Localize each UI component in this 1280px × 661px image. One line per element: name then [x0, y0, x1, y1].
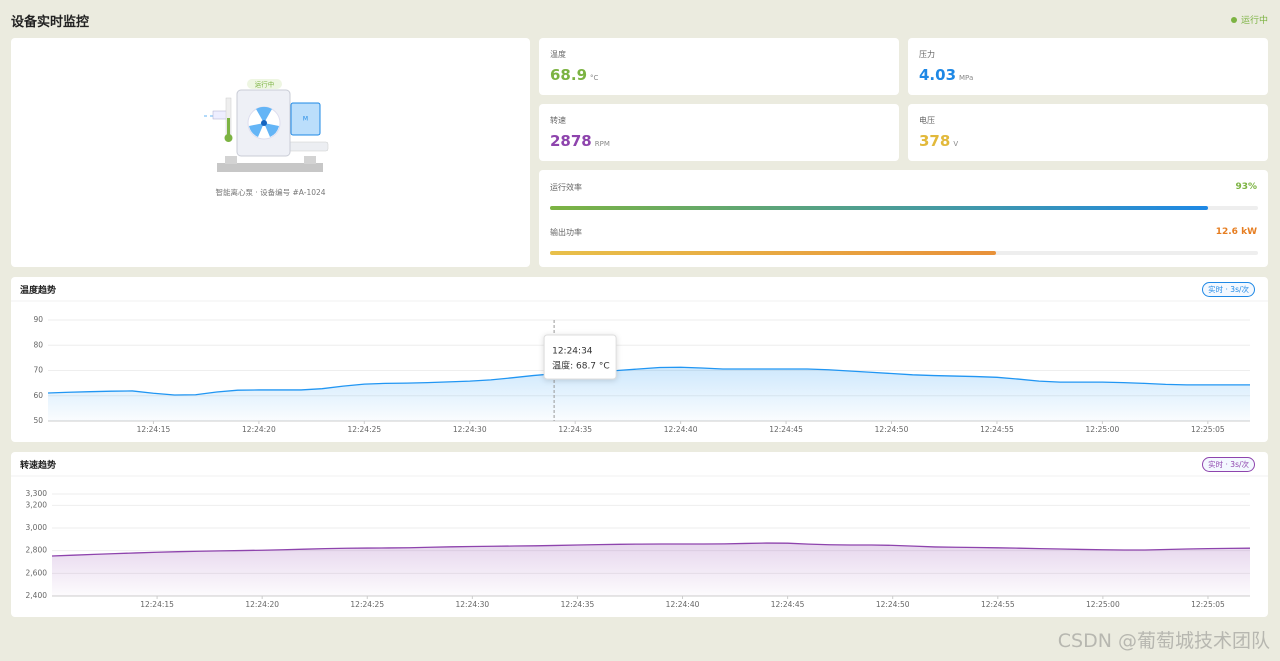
- device-badge: 运行中: [255, 80, 275, 89]
- foot: [304, 156, 316, 164]
- x-tick-label: 12:24:30: [453, 425, 487, 434]
- x-tick-label: 12:24:15: [137, 425, 171, 434]
- metric-value-row: 68.9 °C: [550, 65, 598, 84]
- y-tick-label: 3,000: [26, 523, 48, 532]
- y-tick-label: 2,600: [26, 568, 48, 577]
- progress-value-row: 12.6 kW: [1216, 227, 1257, 237]
- y-tick-label: 50: [33, 416, 43, 425]
- gauge-bulb: [224, 134, 233, 142]
- motor-label: M: [303, 116, 308, 123]
- x-tick-label: 12:24:30: [456, 600, 490, 609]
- metric-value-row: 378 V: [919, 131, 958, 150]
- motor: [290, 102, 321, 136]
- x-tick-label: 12:25:05: [1191, 600, 1225, 609]
- gauge-fill: [227, 118, 230, 138]
- y-tick-label: 3,200: [26, 500, 48, 509]
- x-tick-label: 12:24:35: [558, 425, 592, 434]
- chart-card: 温度趋势 实时 · 3s/次 50 60 70 80 90 12:24:15 12:24:20 1…: [11, 277, 1268, 442]
- metric-unit: °C: [590, 74, 599, 82]
- x-tick-label: 12:24:50: [875, 425, 909, 434]
- chart-badge: 实时 · 3s/次: [1202, 457, 1255, 472]
- y-tick-label: 60: [33, 391, 43, 400]
- tooltip-text: 温度: 68.7 °C: [552, 360, 610, 372]
- chart-title: 转速趋势: [20, 461, 57, 471]
- metric-card: 压力 4.03 MPa: [908, 38, 1268, 95]
- metric-label: 转速: [550, 116, 566, 125]
- x-tick-label: 12:24:35: [561, 600, 595, 609]
- x-tick-label: 12:25:00: [1086, 600, 1120, 609]
- x-tick-label: 12:24:20: [245, 600, 279, 609]
- progress-value: 12.6: [1215, 227, 1238, 237]
- foot: [225, 156, 237, 164]
- line: [47, 366, 1250, 396]
- watermark: CSDN @葡萄城技术团队: [1057, 630, 1270, 652]
- metric-card: 电压 378 V: [908, 104, 1268, 161]
- metric-card: 温度 68.9 °C: [539, 38, 899, 95]
- x-tick-label: 12:24:25: [350, 600, 384, 609]
- tooltip-title: 12:24:34: [552, 347, 593, 357]
- y-tick-label: 90: [33, 315, 43, 324]
- x-tick-label: 12:24:50: [876, 600, 910, 609]
- progress-bar: [550, 206, 1209, 210]
- progress-bar: [550, 251, 997, 255]
- y-tick-label: 2,400: [26, 591, 48, 600]
- y-tick-label: 80: [33, 340, 43, 349]
- page-title: 设备实时监控: [11, 15, 90, 30]
- chart: 2,400 2,600 2,800 3,000 3,200 3,300 12:24:15 12…: [11, 475, 1268, 609]
- metric-label: 电压: [919, 116, 935, 125]
- metric-unit: V: [953, 140, 959, 148]
- x-tick-label: 12:24:40: [664, 425, 698, 434]
- x-tick-label: 12:24:45: [769, 425, 803, 434]
- x-tick-label: 12:24:20: [242, 425, 276, 434]
- status-dot: [1230, 17, 1237, 23]
- status: 运行中: [1230, 13, 1268, 26]
- metric-value: 2878: [550, 132, 592, 150]
- metric-value-row: 4.03 MPa: [919, 65, 973, 84]
- metric-value: 4.03: [919, 66, 957, 84]
- progress-unit: kW: [1241, 227, 1257, 237]
- x-tick-label: 12:24:40: [666, 600, 700, 609]
- pump-illustration: M 运行中 智能离心泵 · 设备编号 #A-1024: [204, 79, 329, 197]
- metric-value: 68.9: [550, 66, 588, 84]
- chart-card: 转速趋势 实时 · 3s/次 2,400 2,600 2,800 3,000 3,200 3,…: [11, 452, 1268, 617]
- progress-value-row: 93%: [1235, 182, 1257, 192]
- progress-value: 93%: [1235, 182, 1257, 192]
- y-tick-label: 70: [33, 366, 43, 375]
- status-text: 运行中: [1240, 16, 1268, 26]
- fan-hub: [261, 120, 267, 126]
- chart: 50 60 70 80 90 12:24:15 12:24:20 12:24:25 12:24:…: [11, 300, 1268, 434]
- chart-title: 温度趋势: [20, 286, 57, 296]
- progress-track: [550, 251, 1258, 255]
- x-tick-label: 12:24:55: [980, 425, 1014, 434]
- x-tick-label: 12:25:05: [1191, 425, 1225, 434]
- line: [51, 542, 1251, 557]
- metric-label: 压力: [919, 50, 935, 59]
- tooltip-box: [543, 334, 617, 380]
- device-card: M 运行中 智能离心泵 · 设备编号 #A-1024: [11, 38, 530, 267]
- metric-value-row: 2878 RPM: [550, 131, 610, 150]
- progress-label: 输出功率: [550, 228, 582, 237]
- area: [52, 543, 1250, 596]
- x-tick-label: 12:24:15: [140, 600, 174, 609]
- metric-card: 转速 2878 RPM: [539, 104, 899, 161]
- chart-badge: 实时 · 3s/次: [1202, 282, 1255, 297]
- device-caption: 智能离心泵 · 设备编号 #A-1024: [215, 187, 325, 197]
- progress-label: 运行效率: [550, 183, 582, 192]
- metric-label: 温度: [550, 50, 566, 59]
- base: [217, 163, 323, 172]
- progress-track: [550, 206, 1258, 210]
- badge-bg: [247, 79, 282, 89]
- x-tick-label: 12:24:55: [981, 600, 1015, 609]
- y-tick-label: 3,300: [26, 489, 48, 498]
- metric-value: 378: [919, 132, 951, 150]
- x-tick-label: 12:24:45: [771, 600, 805, 609]
- x-tick-label: 12:25:00: [1086, 425, 1120, 434]
- metric-unit: RPM: [594, 140, 610, 148]
- y-tick-label: 2,800: [26, 546, 48, 555]
- x-tick-label: 12:24:25: [347, 425, 381, 434]
- metric-unit: MPa: [959, 74, 974, 82]
- area: [48, 367, 1250, 421]
- progress-card: 运行效率 93% 输出功率 12.6 kW: [539, 170, 1268, 267]
